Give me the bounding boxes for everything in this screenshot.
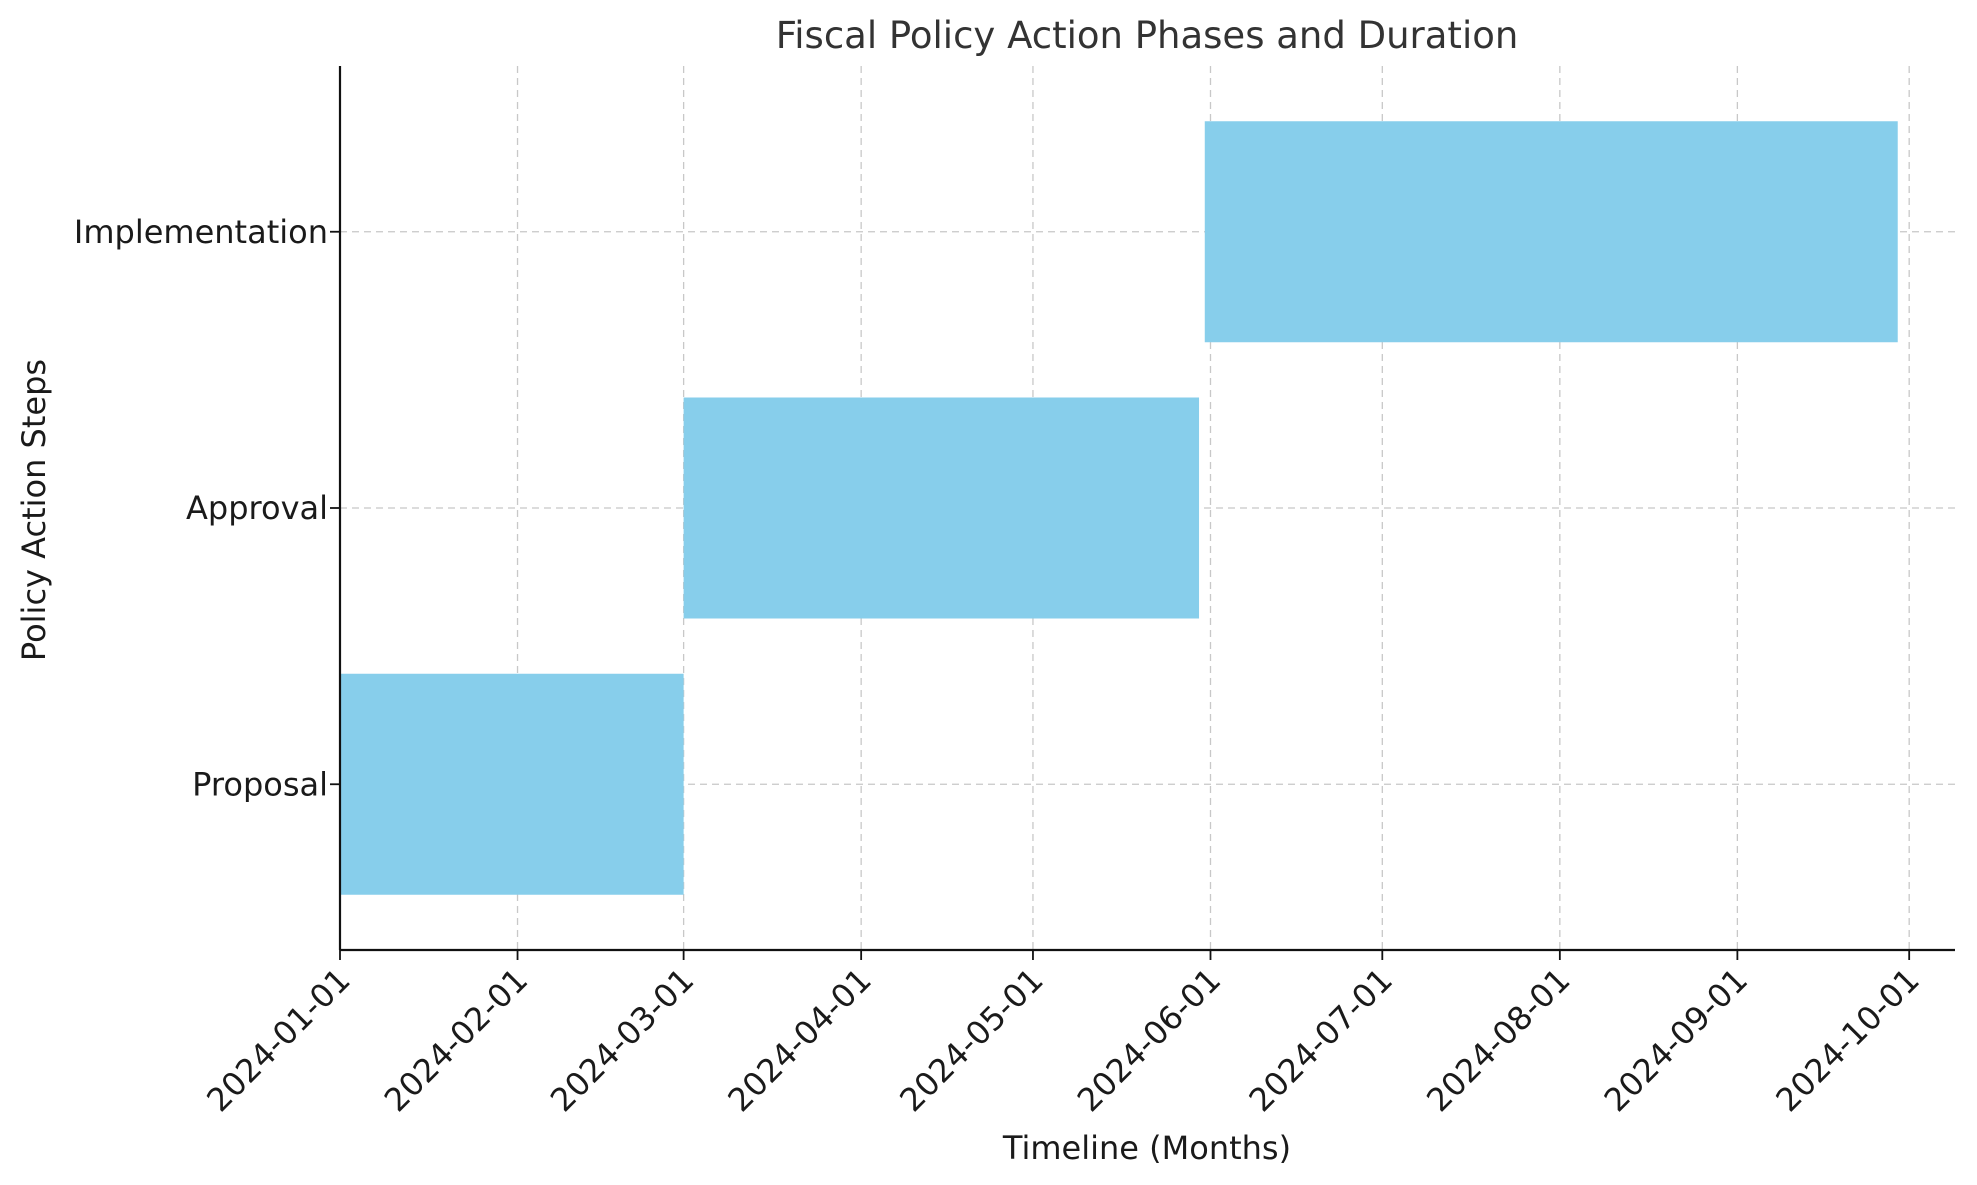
x-tick-label: 2024-06-01: [1070, 961, 1228, 1119]
x-tick-label: 2024-03-01: [543, 961, 701, 1119]
y-tick-label: Approval: [186, 489, 328, 527]
x-tick-label: 2024-01-01: [199, 961, 357, 1119]
x-tick-label: 2024-10-01: [1768, 961, 1926, 1119]
chart-title: Fiscal Policy Action Phases and Duration: [776, 14, 1519, 57]
x-tick-label: 2024-09-01: [1597, 961, 1755, 1119]
x-axis-label: Timeline (Months): [1002, 1129, 1291, 1167]
x-tick-label: 2024-05-01: [892, 961, 1050, 1119]
x-tick-label: 2024-08-01: [1419, 961, 1577, 1119]
bar-layer: [340, 121, 1898, 895]
x-tick-label: 2024-04-01: [720, 961, 878, 1119]
x-tick-label: 2024-07-01: [1242, 961, 1400, 1119]
bar-implementation: [1204, 121, 1898, 343]
y-tick-label: Proposal: [192, 765, 328, 803]
x-tick-label: 2024-02-01: [377, 961, 535, 1119]
y-tick-label: Implementation: [74, 213, 328, 251]
bar-proposal: [340, 673, 684, 895]
bar-approval: [683, 397, 1200, 619]
y-axis-label: Policy Action Steps: [15, 359, 53, 661]
